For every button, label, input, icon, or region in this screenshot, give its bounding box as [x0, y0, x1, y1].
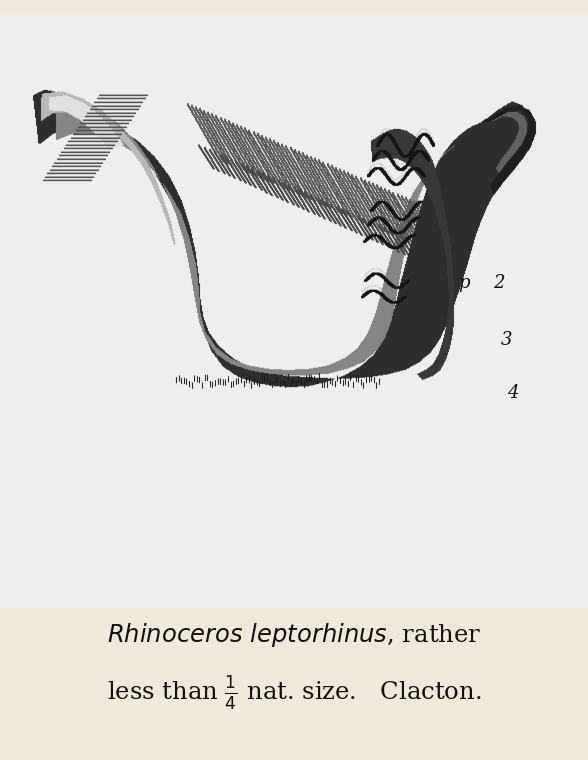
Text: 4: 4 [507, 385, 519, 402]
Text: less than $\frac{1}{4}$ nat. size.   Clacton.: less than $\frac{1}{4}$ nat. size. Clact… [107, 674, 481, 712]
Text: $\mathit{Rhinoceros\ leptorhinus}$, rather: $\mathit{Rhinoceros\ leptorhinus}$, rath… [107, 621, 481, 648]
Text: 3: 3 [501, 331, 513, 349]
Text: 2: 2 [493, 274, 505, 292]
Text: p: p [459, 274, 470, 292]
